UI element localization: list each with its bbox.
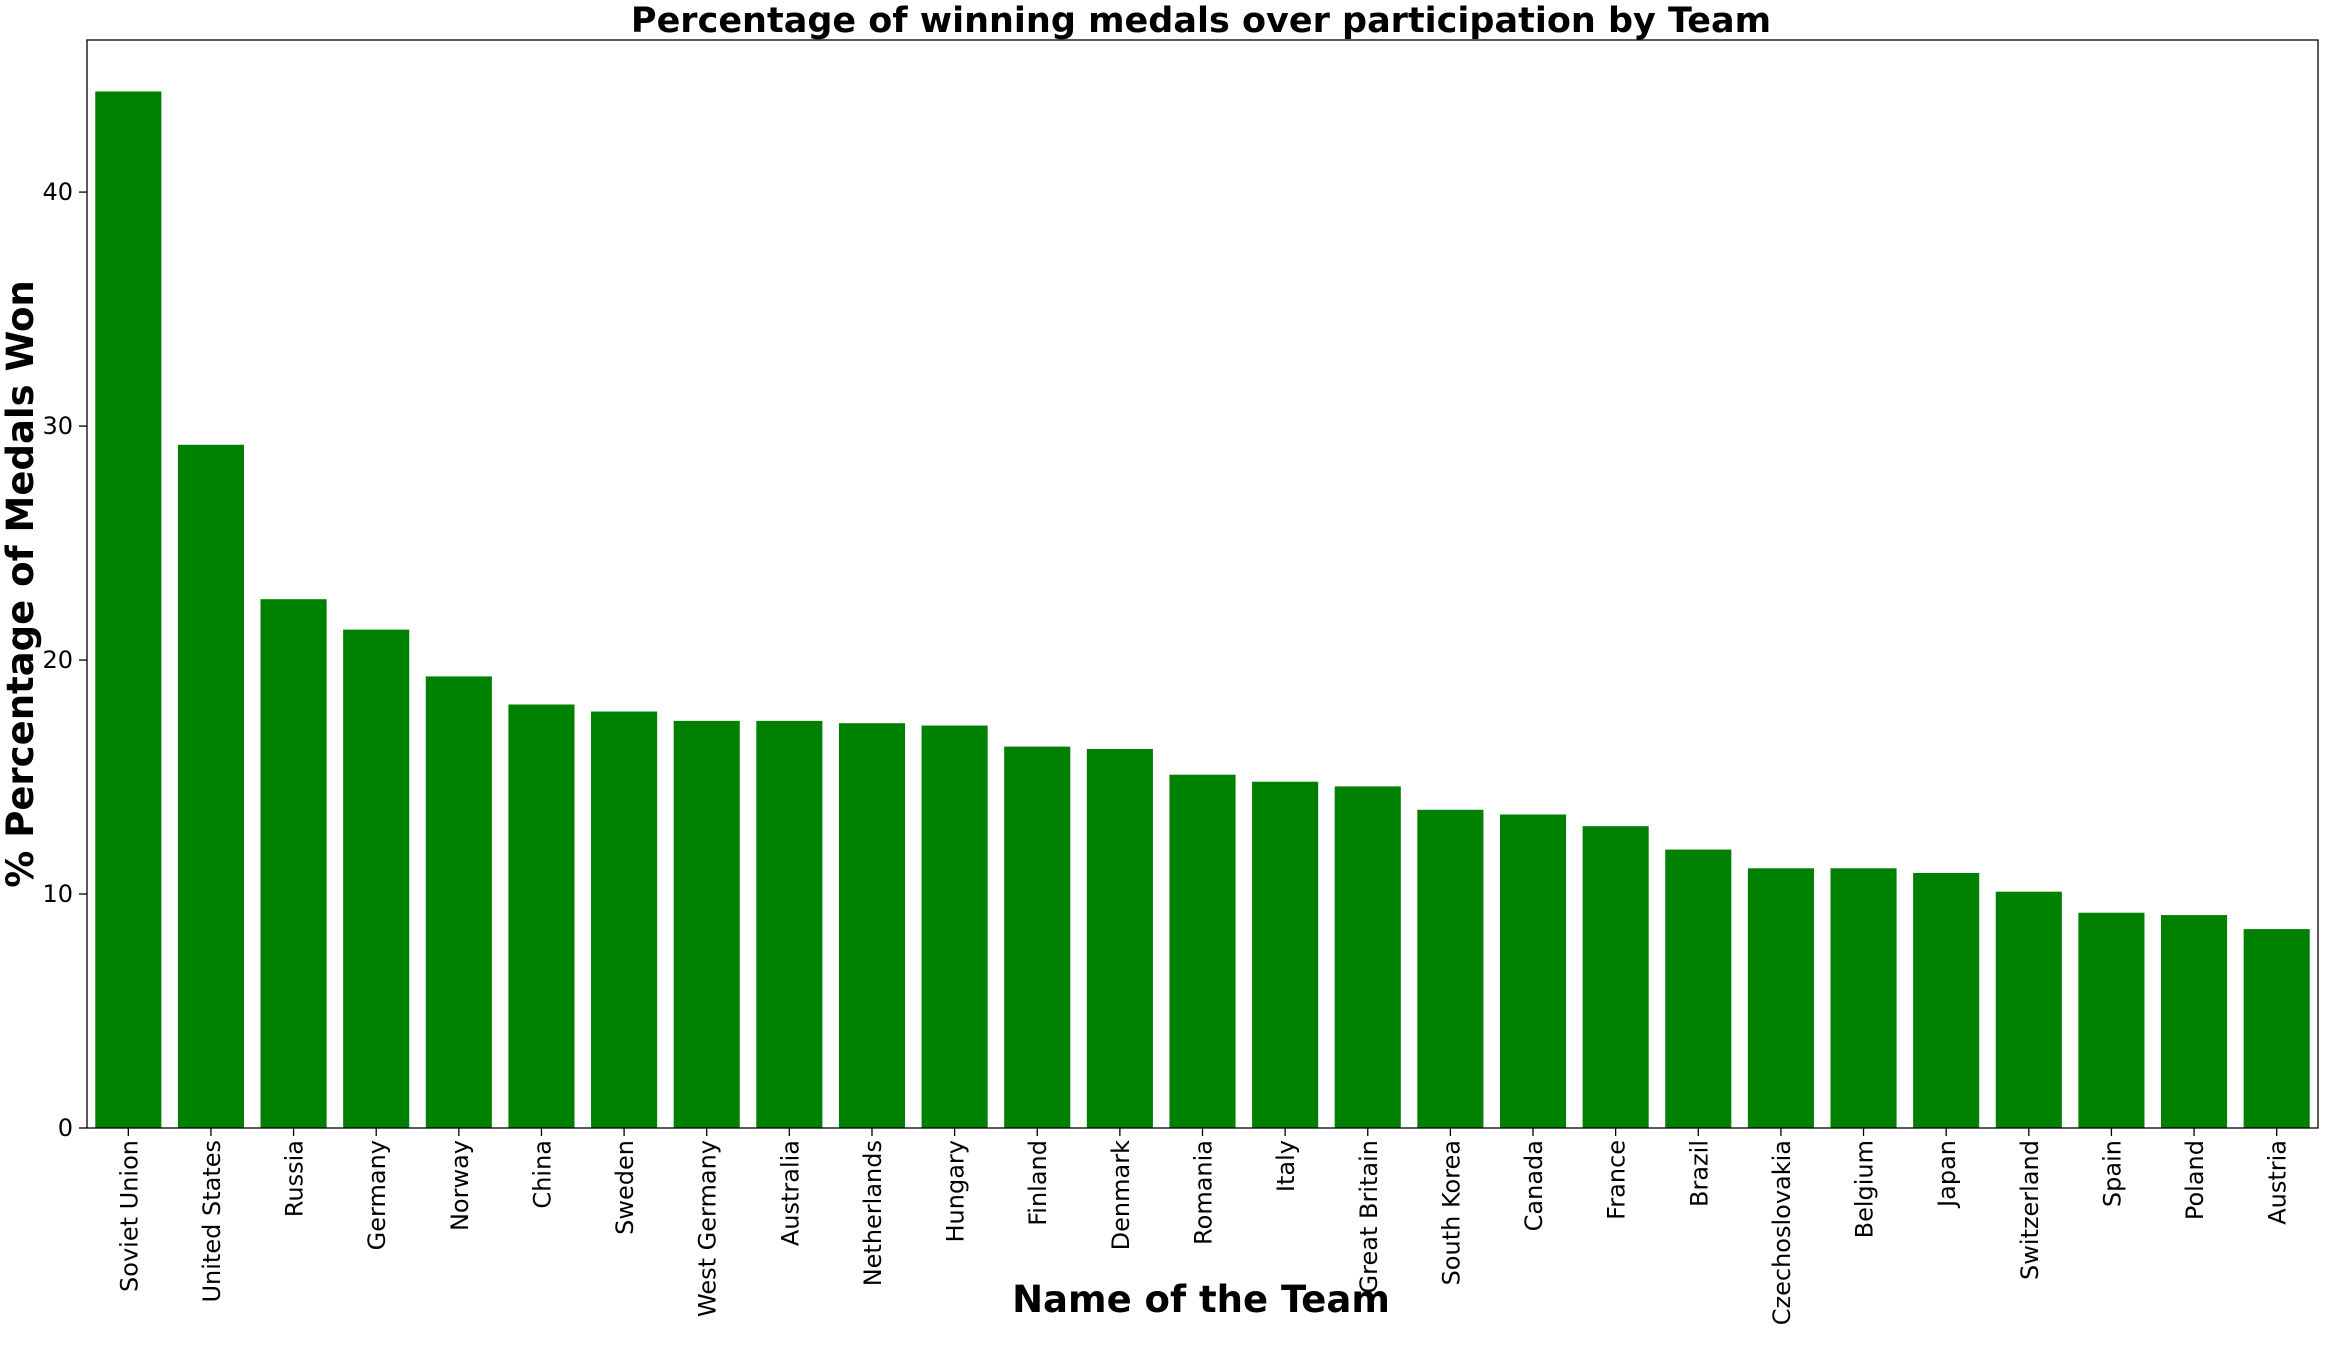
x-tick-label: Poland [2181,1140,2209,1220]
bar-australia [756,720,823,1128]
bar-austria [2243,929,2310,1128]
x-tick-label: Russia [281,1140,309,1217]
x-tick-label: Great Britain [1355,1140,1383,1293]
bar-united-states [177,444,244,1128]
bar-west-germany [673,720,740,1128]
x-tick-label: Germany [363,1140,391,1250]
x-tick-label: Canada [1520,1140,1548,1231]
bar-italy [1252,781,1319,1128]
x-tick-label: Belgium [1851,1140,1879,1238]
bar-sweden [591,711,658,1128]
bar-poland [2161,915,2228,1128]
y-axis: 0 10 20 30 40 [42,178,87,1142]
x-tick-label: Hungary [942,1140,970,1242]
bar-great-britain [1334,786,1401,1128]
y-tick-label: 20 [42,646,73,674]
bar-romania [1169,774,1236,1128]
bar-denmark [1086,748,1153,1128]
x-tick-label: Switzerland [2016,1140,2044,1280]
x-tick-label: Soviet Union [115,1140,143,1292]
x-tick-label: West Germany [694,1140,722,1317]
x-tick-label: France [1603,1140,1631,1220]
bar-hungary [921,725,988,1128]
bar-switzerland [1995,891,2062,1128]
chart-title: Percentage of winning medals over partic… [631,1,1771,41]
bar-france [1582,826,1649,1128]
x-tick-label: Italy [1272,1140,1300,1192]
bar-germany [343,629,410,1128]
y-axis-label: % Percentage of Medals Won [0,280,42,888]
x-axis: Soviet Union United States Russia Germany No… [115,1128,2292,1325]
x-tick-label: Denmark [1107,1140,1135,1250]
bar-czechoslovakia [1747,868,1814,1128]
x-tick-label: United States [198,1140,226,1303]
bar-china [508,704,575,1128]
bar-spain [2078,912,2145,1128]
bar-netherlands [838,723,906,1128]
x-tick-label: Spain [2098,1140,2126,1207]
x-tick-label: Czechoslovakia [1768,1140,1796,1325]
bar-south-korea [1417,809,1484,1128]
bars-group [95,91,2310,1129]
x-tick-label: Austria [2264,1140,2292,1225]
x-tick-label: Romania [1190,1140,1218,1245]
x-tick-label: Japan [1933,1140,1961,1209]
y-tick-label: 40 [42,178,73,206]
x-tick-label: Finland [1024,1140,1052,1226]
x-tick-label: Brazil [1685,1140,1713,1207]
y-tick-label: 0 [58,1114,73,1142]
bar-russia [260,599,327,1128]
bar-norway [425,676,492,1128]
y-tick-label: 10 [42,880,73,908]
bar-belgium [1830,868,1897,1128]
bar-canada [1499,814,1567,1128]
y-tick-label: 30 [42,412,73,440]
x-tick-label: Netherlands [859,1140,887,1286]
bar-soviet-union [95,91,162,1129]
x-tick-label: Sweden [611,1140,639,1235]
bar-japan [1913,872,1980,1128]
x-tick-label: China [528,1140,556,1209]
bar-finland [1004,746,1071,1128]
x-tick-label: Norway [446,1140,474,1231]
x-tick-label: South Korea [1437,1140,1465,1285]
x-axis-label: Name of the Team [1012,1278,1390,1321]
x-tick-label: Australia [776,1140,804,1246]
bar-brazil [1665,849,1732,1128]
